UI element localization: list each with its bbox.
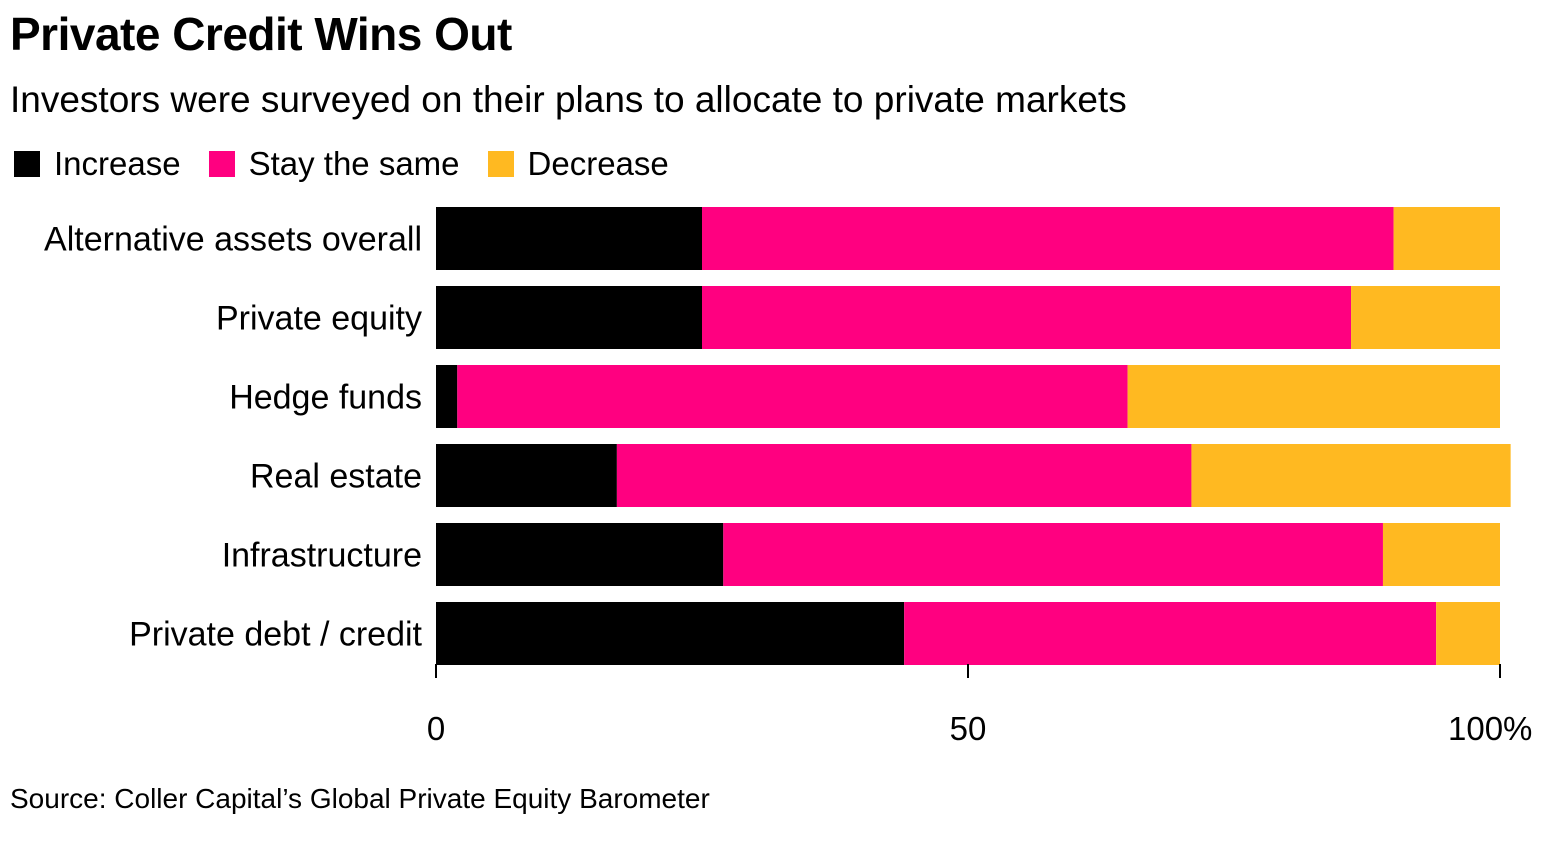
category-label-private-debt-credit: Private debt / credit	[129, 616, 422, 654]
bar-infrastructure-decrease	[1382, 523, 1500, 586]
legend-item-stay-the-same: Stay the same	[208, 145, 460, 183]
bar-private-equity-increase	[436, 286, 702, 349]
category-label-real-estate: Real estate	[250, 458, 422, 496]
category-label-private-equity: Private equity	[216, 300, 422, 338]
legend-label-stay-the-same: Stay the same	[248, 145, 460, 182]
bar-infrastructure-increase	[436, 523, 724, 586]
bar-real-estate-stay-the-same	[616, 444, 1192, 507]
legend-swatch-stay-the-same	[208, 151, 235, 177]
bar-infrastructure-stay-the-same	[723, 523, 1383, 586]
legend: Increase Stay the same Decrease	[14, 142, 697, 186]
legend-swatch-decrease	[487, 151, 514, 177]
bar-alternative-assets-overall-increase	[436, 207, 702, 270]
bar-private-equity-decrease	[1351, 286, 1500, 349]
bar-real-estate-decrease	[1191, 444, 1511, 507]
chart-subtitle: Investors were surveyed on their plans t…	[10, 79, 1127, 120]
category-label-infrastructure: Infrastructure	[222, 537, 422, 575]
bar-private-debt-credit-increase	[436, 602, 905, 665]
x-tick-label-100: 100%	[1448, 710, 1532, 747]
legend-item-decrease: Decrease	[487, 145, 669, 183]
category-label-alternative-assets-overall: Alternative assets overall	[44, 221, 422, 259]
bar-private-debt-credit-stay-the-same	[904, 602, 1437, 665]
category-label-hedge-funds: Hedge funds	[229, 379, 422, 417]
bar-real-estate-increase	[436, 444, 617, 507]
legend-item-increase: Increase	[14, 145, 181, 183]
bar-hedge-funds-decrease	[1127, 365, 1500, 428]
legend-label-decrease: Decrease	[527, 145, 669, 182]
x-tick-label-50: 50	[950, 710, 987, 747]
bar-hedge-funds-increase	[436, 365, 458, 428]
bar-alternative-assets-overall-decrease	[1393, 207, 1500, 270]
bar-private-debt-credit-decrease	[1436, 602, 1500, 665]
x-tick-label-0: 0	[427, 710, 445, 747]
legend-label-increase: Increase	[54, 145, 181, 182]
source-note: Source: Coller Capital’s Global Private …	[10, 783, 710, 814]
bar-alternative-assets-overall-stay-the-same	[702, 207, 1394, 270]
legend-swatch-increase	[14, 151, 40, 177]
bar-hedge-funds-stay-the-same	[457, 365, 1128, 428]
bar-private-equity-stay-the-same	[702, 286, 1352, 349]
chart-title: Private Credit Wins Out	[10, 8, 512, 60]
